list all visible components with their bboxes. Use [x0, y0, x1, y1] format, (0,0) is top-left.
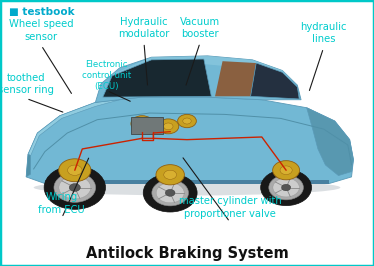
Text: Antilock Braking System: Antilock Braking System — [86, 246, 288, 261]
Polygon shape — [26, 97, 353, 184]
Text: hydraulic
lines: hydraulic lines — [300, 22, 347, 44]
Circle shape — [158, 119, 179, 134]
Circle shape — [137, 120, 147, 127]
Text: master cylinder with
proportioner valve: master cylinder with proportioner valve — [179, 196, 281, 219]
Polygon shape — [26, 154, 31, 177]
Polygon shape — [307, 108, 353, 176]
Circle shape — [269, 175, 303, 200]
Text: Electronic
control unit
(ECU): Electronic control unit (ECU) — [82, 60, 131, 92]
Text: toothed
sensor ring: toothed sensor ring — [0, 73, 54, 95]
Circle shape — [165, 189, 175, 196]
Circle shape — [59, 159, 91, 182]
Polygon shape — [112, 56, 292, 80]
FancyBboxPatch shape — [131, 117, 163, 134]
Text: Vacuum
booster: Vacuum booster — [180, 17, 220, 39]
Circle shape — [131, 116, 153, 132]
Text: Wheel speed
sensor: Wheel speed sensor — [9, 19, 73, 42]
Circle shape — [178, 114, 196, 128]
Text: Wiring
from ECU: Wiring from ECU — [38, 192, 85, 215]
Polygon shape — [215, 61, 256, 96]
Circle shape — [282, 184, 291, 191]
Circle shape — [156, 183, 184, 203]
Circle shape — [68, 165, 82, 175]
Polygon shape — [95, 56, 301, 102]
Polygon shape — [28, 100, 120, 156]
Circle shape — [156, 165, 184, 185]
Polygon shape — [103, 59, 211, 97]
Circle shape — [183, 118, 191, 124]
Text: Hydraulic
modulator: Hydraulic modulator — [118, 17, 170, 39]
Circle shape — [143, 174, 197, 212]
Circle shape — [164, 170, 177, 179]
Text: ■ testbook: ■ testbook — [9, 7, 75, 17]
Ellipse shape — [34, 180, 340, 196]
Polygon shape — [251, 63, 299, 99]
Circle shape — [163, 123, 173, 130]
Circle shape — [69, 184, 80, 192]
Polygon shape — [45, 180, 329, 184]
Circle shape — [273, 178, 299, 197]
Circle shape — [273, 161, 300, 180]
Circle shape — [261, 169, 312, 206]
Circle shape — [280, 166, 292, 174]
Circle shape — [152, 180, 188, 206]
Circle shape — [54, 173, 96, 202]
Circle shape — [44, 166, 105, 209]
Circle shape — [59, 176, 91, 199]
